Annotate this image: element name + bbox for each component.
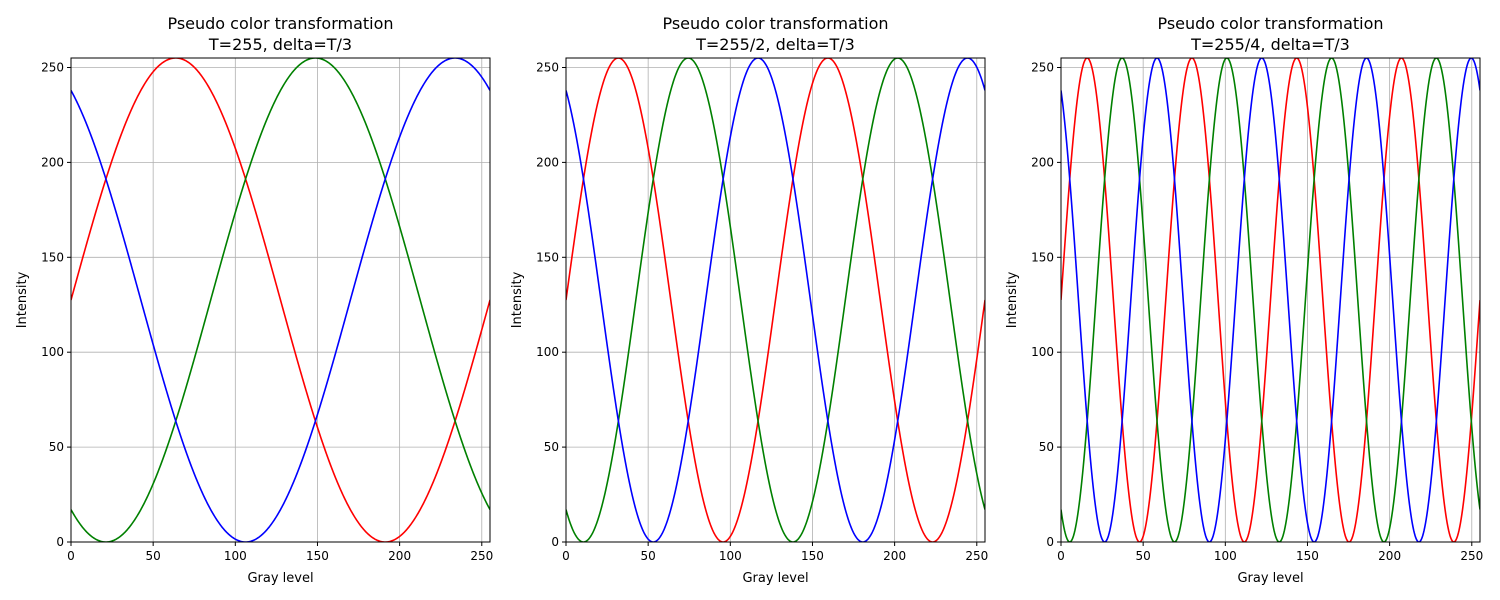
x-tick-label: 250 — [965, 549, 988, 563]
y-tick-label: 150 — [1031, 250, 1054, 264]
x-tick-label: 100 — [719, 549, 742, 563]
chart-title: Pseudo color transformation — [167, 14, 393, 33]
x-tick-label: 150 — [1296, 549, 1319, 563]
y-tick-label: 50 — [1039, 440, 1054, 454]
series-line-1 — [71, 58, 490, 542]
plot-frame — [1060, 57, 1481, 543]
chart-panel-2: 0 50 100 150 200 250 0 50 100 150 200 250 Gray level… — [510, 14, 988, 586]
x-tick-label: 200 — [883, 549, 906, 563]
y-axis-label: Intensity — [15, 271, 30, 328]
y-tick-label: 200 — [41, 155, 64, 169]
chart-subtitle: T=255, delta=T/3 — [208, 35, 352, 54]
chart-title: Pseudo color transformation — [662, 14, 888, 33]
y-tick-label: 250 — [41, 60, 64, 74]
plot-frame — [565, 57, 986, 543]
series-line-2 — [566, 58, 985, 542]
chart-subtitle: T=255/4, delta=T/3 — [1190, 35, 1350, 54]
chart-title: Pseudo color transformation — [1157, 14, 1383, 33]
chart-panel-3: 0 50 100 150 200 250 0 50 100 150 200 250 Gray level… — [1005, 14, 1483, 586]
x-tick-label: 50 — [146, 549, 161, 563]
chart-subtitle: T=255/2, delta=T/3 — [695, 35, 855, 54]
chart-panel-1: 0 50 100 150 200 250 0 50 100 150 200 250 Gray level… — [15, 14, 493, 586]
y-tick-label: 250 — [1031, 60, 1054, 74]
y-tick-label: 50 — [544, 440, 559, 454]
series-line-2 — [1061, 58, 1480, 542]
y-tick-label: 100 — [41, 345, 64, 359]
y-tick-label: 200 — [536, 155, 559, 169]
y-tick-label: 0 — [1046, 535, 1054, 549]
x-tick-label: 250 — [1460, 549, 1483, 563]
y-axis-label: Intensity — [510, 271, 525, 328]
y-tick-label: 150 — [536, 250, 559, 264]
x-tick-label: 200 — [1378, 549, 1401, 563]
x-tick-label: 0 — [67, 549, 75, 563]
x-axis-label: Gray level — [247, 571, 313, 586]
x-tick-label: 150 — [306, 549, 329, 563]
y-tick-label: 50 — [49, 440, 64, 454]
series-line-2 — [71, 58, 490, 542]
series-line-3 — [1061, 58, 1480, 542]
y-tick-label: 100 — [1031, 345, 1054, 359]
y-tick-label: 200 — [1031, 155, 1054, 169]
x-tick-label: 0 — [562, 549, 570, 563]
x-tick-label: 0 — [1057, 549, 1065, 563]
y-axis-label: Intensity — [1005, 271, 1020, 328]
y-tick-label: 0 — [56, 535, 64, 549]
x-axis-label: Gray level — [1237, 571, 1303, 586]
x-tick-label: 50 — [641, 549, 656, 563]
series-line-3 — [566, 58, 985, 542]
series-line-1 — [566, 58, 985, 542]
plot-frame — [70, 57, 491, 543]
x-tick-label: 150 — [801, 549, 824, 563]
y-tick-label: 100 — [536, 345, 559, 359]
x-tick-label: 200 — [388, 549, 411, 563]
series-line-3 — [71, 58, 490, 542]
y-tick-label: 150 — [41, 250, 64, 264]
x-tick-label: 250 — [470, 549, 493, 563]
series-line-1 — [1061, 58, 1480, 542]
x-tick-label: 100 — [1214, 549, 1237, 563]
y-tick-label: 250 — [536, 60, 559, 74]
y-tick-label: 0 — [551, 535, 559, 549]
x-axis-label: Gray level — [742, 571, 808, 586]
x-tick-label: 100 — [224, 549, 247, 563]
x-tick-label: 50 — [1136, 549, 1151, 563]
